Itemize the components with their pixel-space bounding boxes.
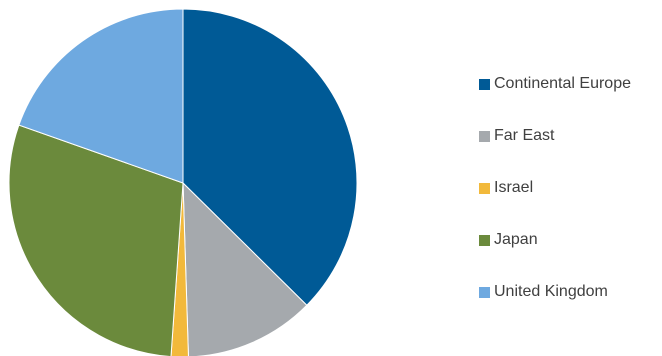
legend-item-israel: Israel (479, 175, 662, 201)
legend-swatch (479, 234, 490, 246)
legend-label: Israel (494, 179, 534, 196)
pie-slice-far-east (182, 181, 308, 356)
legend-swatch (479, 78, 490, 90)
legend-swatch (479, 130, 490, 142)
legend-item-far-east: Far East (479, 123, 662, 149)
pie-slice-israel (170, 182, 189, 356)
legend-label: United Kingdom (494, 283, 608, 300)
legend-label: Far East (494, 127, 555, 144)
legend-item-united-kingdom: United Kingdom (479, 279, 662, 305)
pie-slice-japan (8, 124, 184, 356)
legend-label: Continental Europe (494, 75, 631, 92)
pie-plot (8, 8, 358, 356)
legend-swatch (479, 286, 490, 298)
legend-label: Japan (494, 231, 538, 248)
legend: Continental Europe Far East Israel Japan… (479, 71, 662, 331)
legend-item-continental-europe: Continental Europe (479, 71, 662, 97)
legend-item-japan: Japan (479, 227, 662, 253)
pie-slice-continental-europe (182, 8, 358, 306)
legend-swatch (479, 182, 490, 194)
pie-slice-united-kingdom (18, 8, 184, 184)
